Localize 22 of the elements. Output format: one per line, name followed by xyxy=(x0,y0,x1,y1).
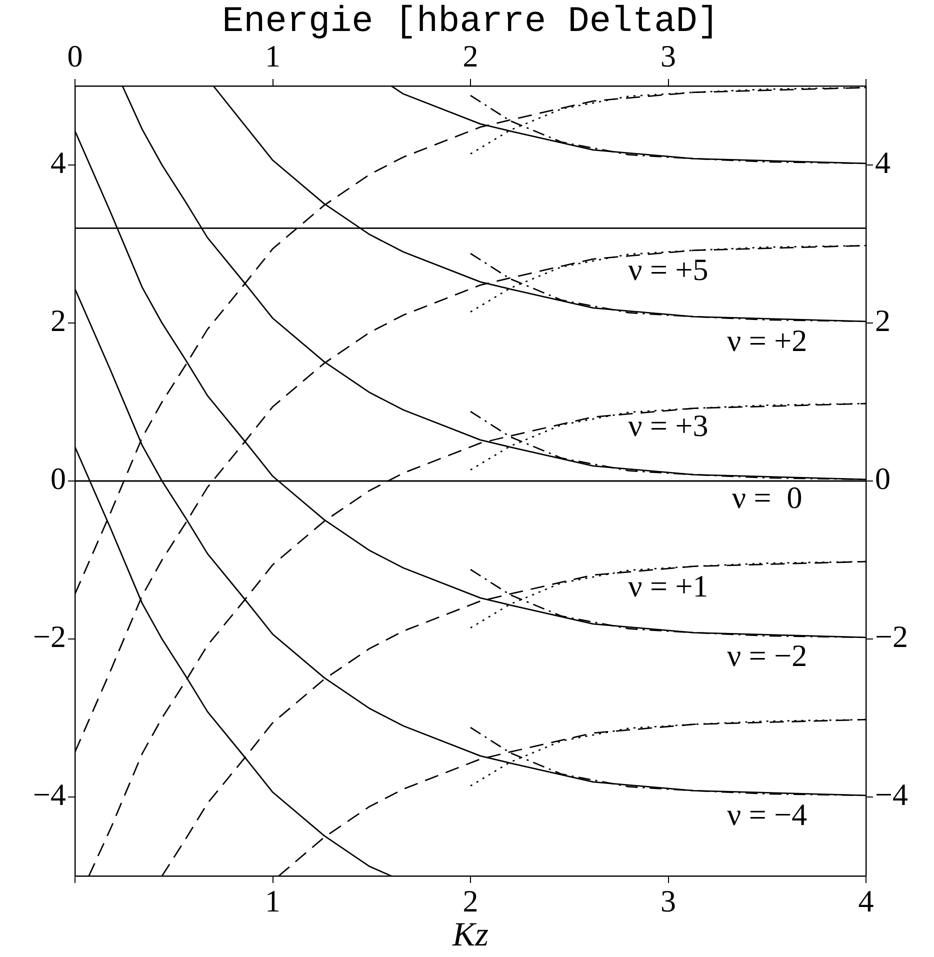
y2-tick-label: −2 xyxy=(875,619,908,654)
x-tick-label: 1 xyxy=(265,884,280,919)
annotation: ν = +3 xyxy=(628,408,708,444)
y-tick-label: 0 xyxy=(50,461,66,496)
annotation: ν = −2 xyxy=(727,638,808,674)
annotation: ν = +2 xyxy=(727,322,808,358)
annotation: ν = +5 xyxy=(628,252,708,287)
y2-tick-label: 4 xyxy=(875,145,891,180)
y2-tick-label: 2 xyxy=(875,303,890,338)
annotation: ν = −4 xyxy=(727,796,808,832)
y-tick-label: 4 xyxy=(50,145,66,180)
y2-tick-label: −4 xyxy=(875,777,908,812)
annotation: ν = +1 xyxy=(628,568,708,604)
x-tick-label: 2 xyxy=(462,884,478,919)
annotation: ν = 0 xyxy=(732,480,802,516)
y2-tick-label: 0 xyxy=(875,461,890,496)
x-tick-label: 4 xyxy=(858,884,874,919)
y-tick-label: −2 xyxy=(33,619,66,654)
y-tick-label: 2 xyxy=(50,303,66,338)
x-axis-title: Kz xyxy=(452,916,488,954)
y-tick-label: −4 xyxy=(33,777,66,812)
x-tick-label: 3 xyxy=(660,884,676,919)
